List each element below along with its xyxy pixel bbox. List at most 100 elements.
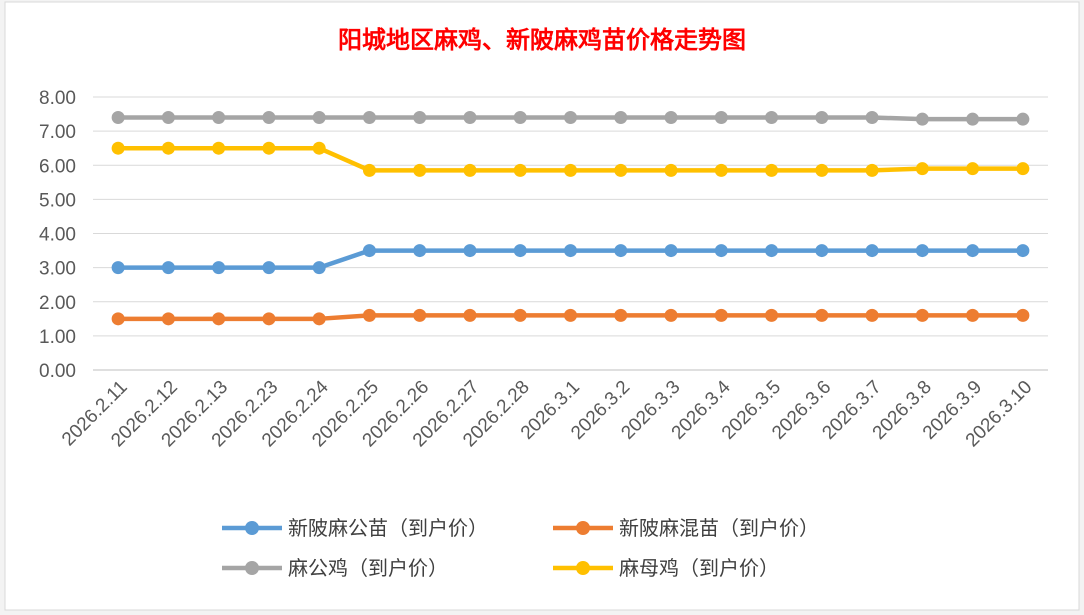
data-point xyxy=(161,312,175,326)
data-point xyxy=(915,162,929,176)
data-point xyxy=(564,110,577,124)
data-point xyxy=(614,308,628,322)
data-point xyxy=(614,110,628,124)
data-point xyxy=(1016,244,1030,258)
data-point xyxy=(915,112,929,126)
data-point xyxy=(865,244,879,258)
y-tick-label: 5.00 xyxy=(39,190,76,211)
y-axis: 0.00 1.00 2.00 3.00 4.00 5.00 6.00 7.00 8.00 xyxy=(39,88,76,382)
chart-title: 阳城地区麻鸡、新陂麻鸡苗价格走势图 xyxy=(338,26,746,54)
data-point xyxy=(564,244,577,258)
legend-item: 新陂麻公苗（到户价） xyxy=(222,516,488,540)
data-point xyxy=(865,110,879,124)
data-point xyxy=(463,244,477,258)
data-point xyxy=(664,110,678,124)
data-point xyxy=(1016,308,1030,322)
data-point xyxy=(212,312,226,326)
data-point xyxy=(865,163,879,177)
data-point xyxy=(262,261,276,275)
data-point xyxy=(564,163,577,177)
series-3 xyxy=(111,141,1030,177)
data-point xyxy=(815,308,829,322)
legend-label: 麻公鸡（到户价） xyxy=(288,556,448,580)
data-point xyxy=(714,110,728,124)
data-point xyxy=(312,261,326,275)
data-point xyxy=(513,308,527,322)
series-1 xyxy=(111,308,1030,326)
data-point xyxy=(815,110,829,124)
data-point xyxy=(714,308,728,322)
y-tick-label: 1.00 xyxy=(39,327,76,348)
series-2 xyxy=(111,110,1030,126)
data-point xyxy=(161,261,175,275)
data-point xyxy=(664,308,678,322)
data-point xyxy=(413,163,427,177)
data-point xyxy=(463,308,477,322)
data-point xyxy=(765,110,779,124)
data-point xyxy=(765,308,779,322)
data-point xyxy=(262,141,276,155)
data-point xyxy=(212,141,226,155)
data-point xyxy=(714,244,728,258)
data-point xyxy=(413,308,427,322)
data-point xyxy=(312,312,326,326)
legend-item: 麻母鸡（到户价） xyxy=(553,556,779,580)
data-point xyxy=(362,163,376,177)
data-point xyxy=(966,162,980,176)
data-point xyxy=(865,308,879,322)
series-0 xyxy=(111,244,1030,275)
data-point xyxy=(915,244,929,258)
legend-label: 新陂麻混苗（到户价） xyxy=(619,516,819,540)
data-point xyxy=(413,110,427,124)
series-lines xyxy=(111,110,1030,326)
chart-background xyxy=(4,1,1080,611)
data-point xyxy=(212,261,226,275)
y-tick-label: 0.00 xyxy=(39,361,76,382)
y-tick-label: 8.00 xyxy=(39,88,76,109)
data-point xyxy=(614,163,628,177)
data-point xyxy=(413,244,427,258)
data-point xyxy=(262,312,276,326)
data-point xyxy=(513,244,527,258)
data-point xyxy=(111,141,125,155)
y-tick-label: 7.00 xyxy=(39,122,76,143)
legend-swatch-marker xyxy=(245,521,259,535)
data-point xyxy=(161,141,175,155)
data-point xyxy=(212,110,226,124)
data-point xyxy=(966,244,980,258)
data-point xyxy=(312,141,326,155)
data-point xyxy=(564,308,577,322)
data-point xyxy=(966,112,980,126)
data-point xyxy=(262,110,276,124)
y-tick-label: 4.00 xyxy=(39,225,76,246)
legend-item: 新陂麻混苗（到户价） xyxy=(553,516,819,540)
data-point xyxy=(362,244,376,258)
data-point xyxy=(815,244,829,258)
data-point xyxy=(463,163,477,177)
legend-label: 麻母鸡（到户价） xyxy=(619,556,779,580)
data-point xyxy=(111,261,125,275)
data-point xyxy=(1016,162,1030,176)
data-point xyxy=(664,163,678,177)
data-point xyxy=(312,110,326,124)
data-point xyxy=(614,244,628,258)
y-tick-label: 3.00 xyxy=(39,259,76,280)
legend-swatch-marker xyxy=(576,521,590,535)
data-point xyxy=(966,308,980,322)
legend-swatch-marker xyxy=(245,561,259,575)
y-tick-label: 2.00 xyxy=(39,293,76,314)
data-point xyxy=(161,110,175,124)
data-point xyxy=(111,110,125,124)
data-point xyxy=(714,163,728,177)
legend-label: 新陂麻公苗（到户价） xyxy=(288,516,488,540)
data-point xyxy=(664,244,678,258)
data-point xyxy=(815,163,829,177)
data-point xyxy=(1016,112,1030,126)
legend-item: 麻公鸡（到户价） xyxy=(222,556,448,580)
legend-swatch-marker xyxy=(576,561,590,575)
data-point xyxy=(915,308,929,322)
data-point xyxy=(362,308,376,322)
data-point xyxy=(362,110,376,124)
